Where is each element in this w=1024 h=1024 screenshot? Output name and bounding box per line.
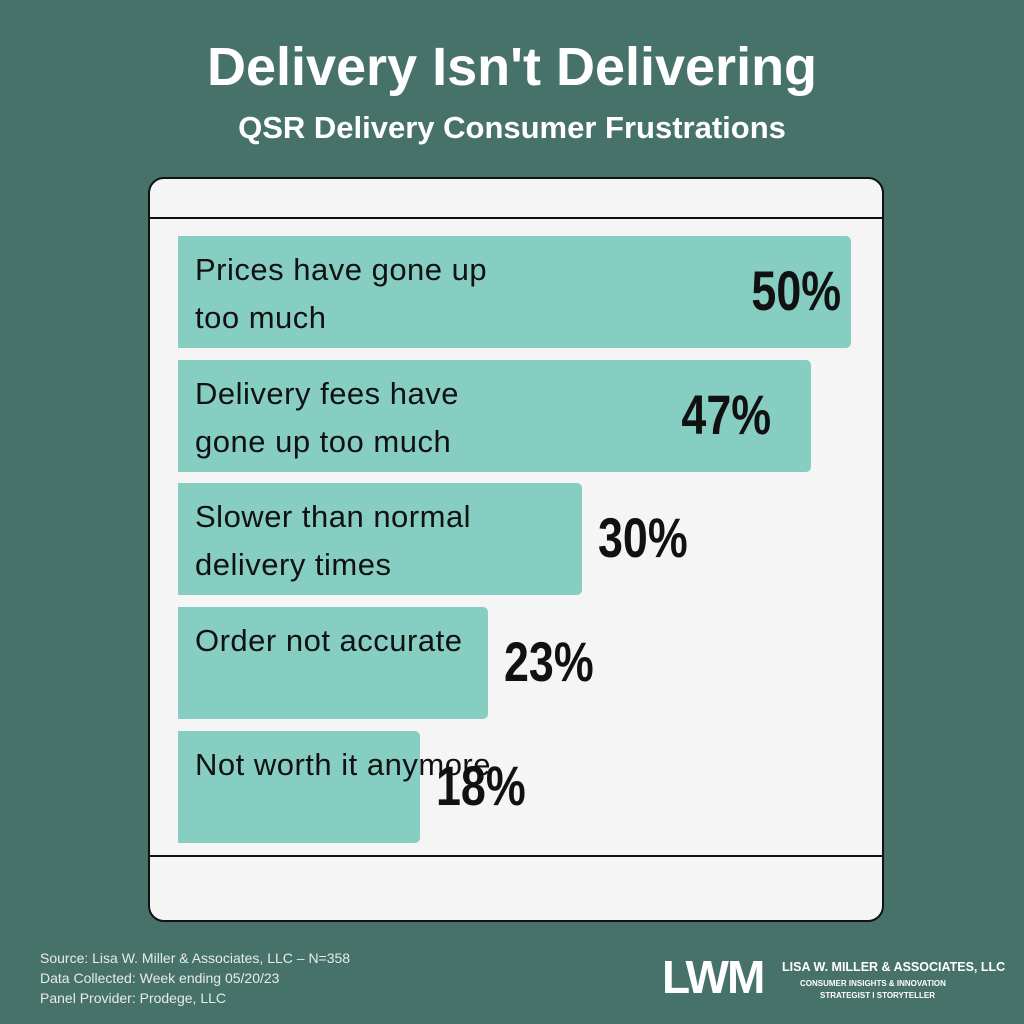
value-label: 30% [597,506,688,570]
bar [178,236,851,348]
value-label: 18% [436,753,526,817]
value-label: 47% [680,382,771,446]
logo: LWM [662,951,765,1003]
bar [178,359,811,472]
divider [148,855,884,857]
category-label: Not worth it anymore [195,746,491,782]
source-line: Source: Lisa W. Miller & Associates, LLC… [40,950,351,966]
value-label: 50% [751,259,841,322]
company-name: LISA W. MILLER & ASSOCIATES, LLC [782,960,1006,974]
category-label: Order not accurate [195,623,463,659]
chart-subtitle: QSR Delivery Consumer Frustrations [238,110,786,145]
source-line: Panel Provider: Prodege, LLC [40,990,226,1006]
bar [178,607,488,720]
category-label: Slower than normal delivery times [195,499,472,583]
source-line: Data Collected: Week ending 05/20/23 [40,970,280,986]
value-label: 23% [503,630,594,694]
category-label: Delivery fees have gone up too much [195,375,460,459]
divider [148,217,884,219]
tagline: CONSUMER INSIGHTS & INNOVATION [800,979,946,988]
bar [178,730,421,843]
bar [178,483,582,596]
category-label: Prices have gone up too much [195,252,488,335]
chart-title: Delivery Isn't Delivering [206,37,818,97]
tagline: STRATEGIST I STORYTELLER [820,991,935,1000]
